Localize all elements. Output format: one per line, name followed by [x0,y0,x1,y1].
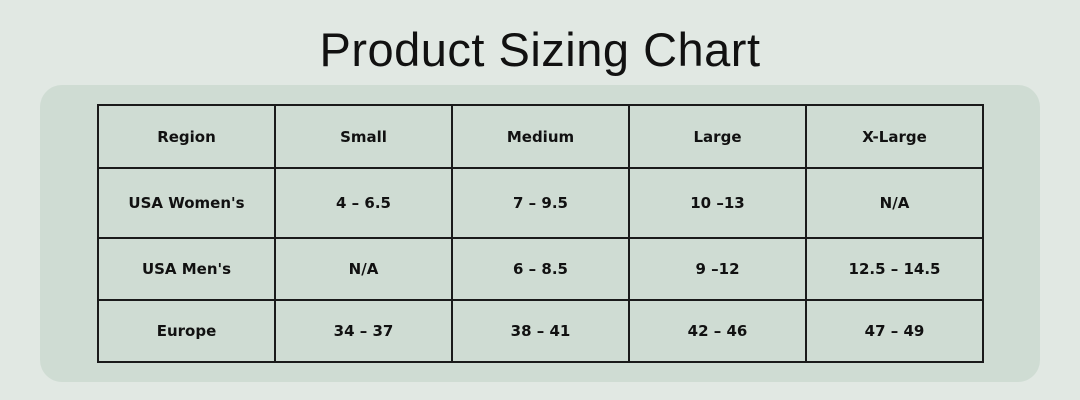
cell: 4 – 6.5 [274,167,453,239]
header-cell: Large [628,104,807,169]
cell: 34 – 37 [274,299,453,363]
cell: N/A [274,237,453,301]
cell: 12.5 – 14.5 [805,237,984,301]
cell: Europe [97,299,276,363]
cell: 38 – 41 [451,299,630,363]
cell: 10 –13 [628,167,807,239]
table-row: Europe 34 – 37 38 – 41 42 – 46 47 – 49 [97,299,984,363]
cell: USA Men's [97,237,276,301]
header-cell: Medium [451,104,630,169]
cell: 9 –12 [628,237,807,301]
cell: N/A [805,167,984,239]
cell: 42 – 46 [628,299,807,363]
table-row: USA Men's N/A 6 – 8.5 9 –12 12.5 – 14.5 [97,237,984,301]
header-cell: Region [97,104,276,169]
cell: 7 – 9.5 [451,167,630,239]
cell: 6 – 8.5 [451,237,630,301]
header-cell: Small [274,104,453,169]
title: Product Sizing Chart [319,23,761,76]
header-cell: X-Large [805,104,984,169]
cell: 47 – 49 [805,299,984,363]
cell: USA Women's [97,167,276,239]
table-row: USA Women's 4 – 6.5 7 – 9.5 10 –13 N/A [97,167,984,239]
sizing-table: Region Small Medium Large X-Large USA Women's… [97,104,984,363]
header-row: Region Small Medium Large X-Large [97,104,984,169]
